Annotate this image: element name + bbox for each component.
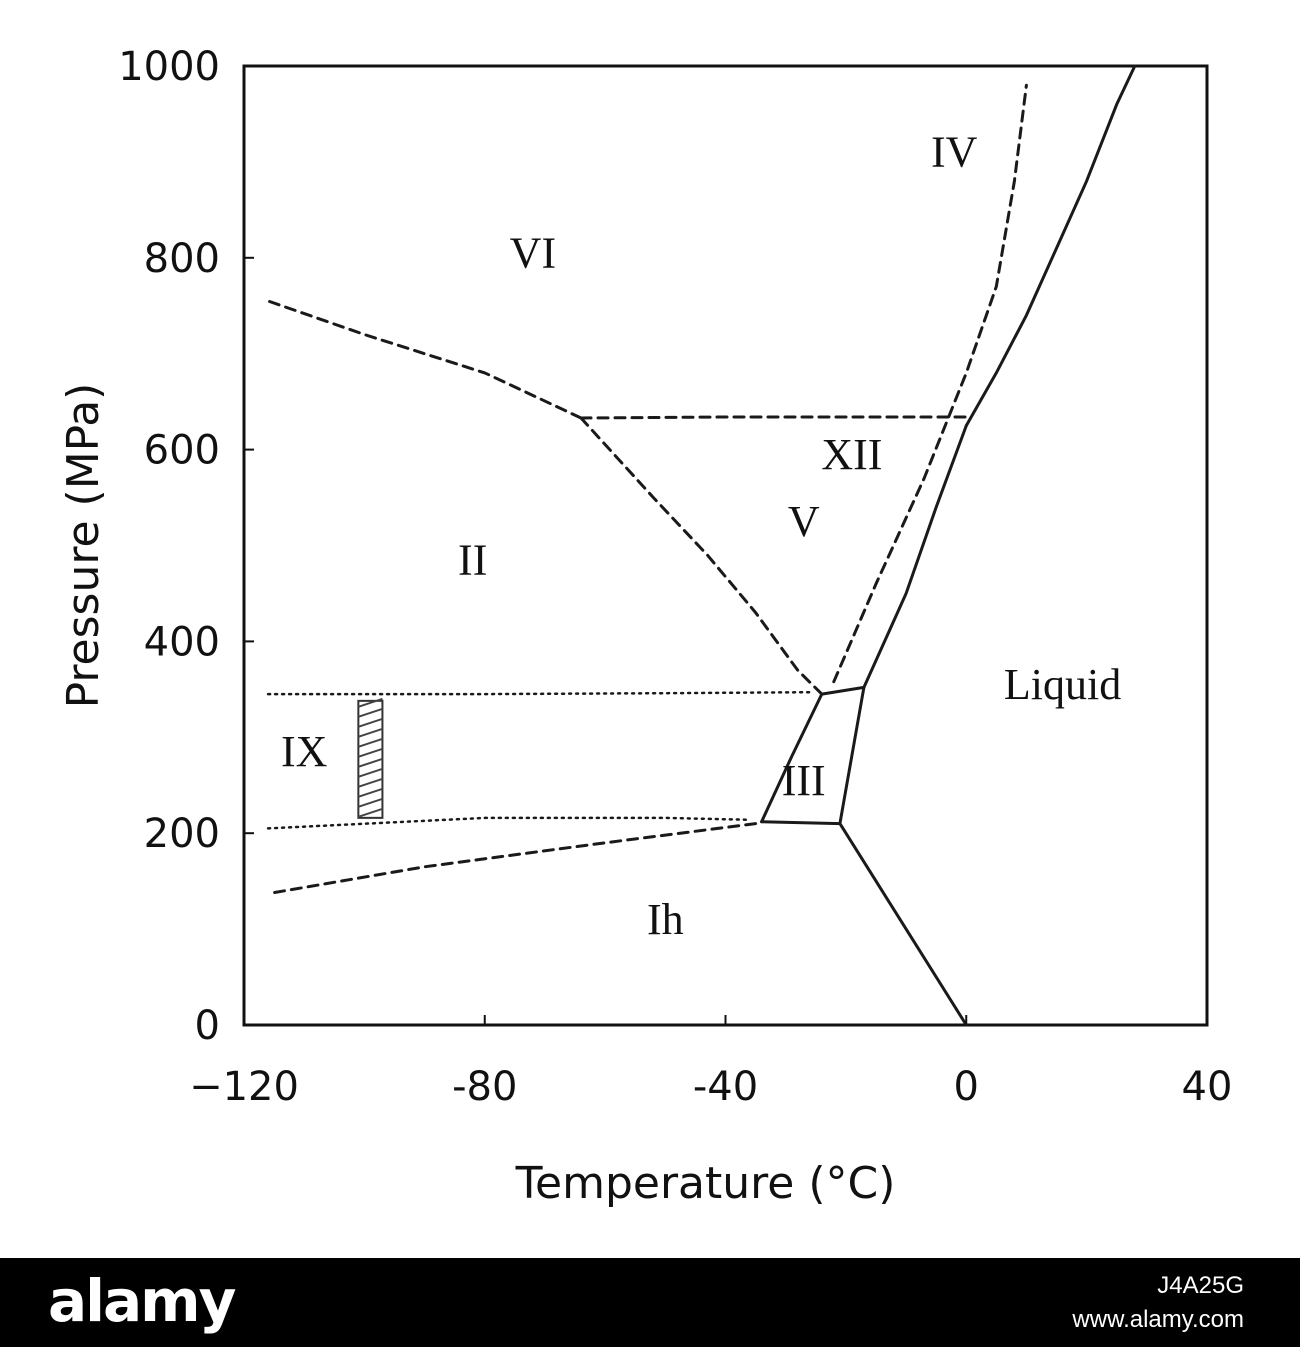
hatch-stroke: [358, 777, 383, 788]
x-axis-label: Temperature (°C): [515, 1158, 896, 1209]
phase-boundary-2: [838, 685, 866, 826]
phase-label: V: [788, 497, 820, 546]
x-tick-label: 40: [1182, 1064, 1233, 1110]
hatch-stroke: [358, 707, 383, 718]
phase-label: IX: [281, 727, 327, 776]
stock-url: www.alamy.com: [1072, 1306, 1244, 1333]
y-tick-label: 800: [144, 236, 220, 282]
y-tick-label: 0: [195, 1003, 220, 1049]
hatch-stroke: [358, 787, 383, 798]
phase-boundary-6: [862, 424, 968, 689]
hatch-stroke: [358, 797, 383, 808]
phase-label: VI: [510, 228, 556, 277]
hatch-stroke: [358, 807, 383, 818]
phase-boundary-11: [266, 822, 758, 896]
x-tick-label: -80: [452, 1064, 517, 1110]
hatch-stroke: [358, 747, 383, 758]
phase-boundary-14: [266, 816, 751, 830]
x-tick-label: -40: [693, 1064, 758, 1110]
plot-frame: [242, 64, 1209, 1027]
phase-boundary-1: [838, 822, 968, 1027]
y-tick-label: 600: [144, 428, 220, 474]
y-tick-label: 1000: [118, 44, 220, 90]
watermark-footer: alamy J4A25G www.alamy.com: [0, 1258, 1300, 1347]
phase-boundary-3: [760, 820, 842, 826]
phase-label: Liquid: [1004, 660, 1121, 709]
phase-boundary-10: [266, 299, 583, 420]
y-tick-label: 400: [144, 619, 220, 665]
y-axis-label: Pressure (MPa): [58, 383, 109, 709]
phase-boundary-12: [832, 83, 1028, 684]
phase-label: II: [458, 535, 487, 584]
y-tick-label: 200: [144, 811, 220, 857]
hatch-stroke: [358, 767, 383, 778]
hatch-stroke: [358, 737, 383, 748]
phase-boundary-8: [579, 416, 824, 696]
phase-diagram-chart: −120 -80 -40 0 40 0 200 400 600 800 1000 Temperatu…: [58, 44, 1233, 1209]
stock-image-id: J4A25G: [1157, 1272, 1244, 1299]
phase-boundary-7: [964, 64, 1137, 428]
x-tick-label: −120: [189, 1064, 299, 1110]
phase-label: IV: [931, 128, 978, 177]
phase-label: III: [782, 756, 826, 805]
hatch-stroke: [358, 717, 383, 728]
hatch-stroke: [358, 697, 383, 708]
phase-boundary-4: [760, 692, 824, 824]
hatch-stroke: [358, 727, 383, 738]
phase-label: XII: [821, 430, 882, 479]
phase-boundary-5: [820, 685, 866, 696]
x-tick-label: 0: [954, 1064, 979, 1110]
phase-boundary-13: [266, 690, 812, 696]
phase-boundary-9: [579, 415, 968, 420]
brand-logo: alamy: [48, 1267, 236, 1335]
phase-label: Ih: [647, 895, 684, 944]
hatch-stroke: [358, 757, 383, 768]
